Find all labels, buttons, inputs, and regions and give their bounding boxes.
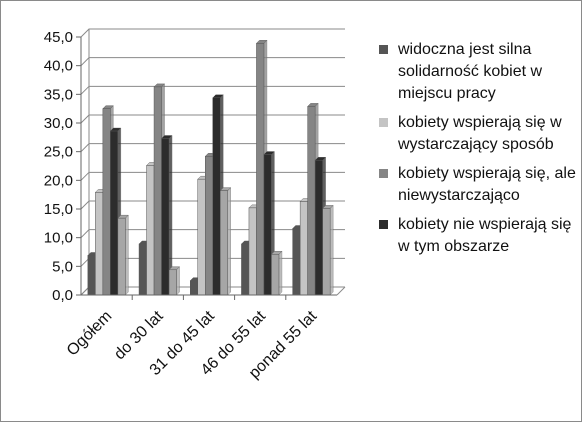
- bar: [87, 255, 96, 296]
- bar: [153, 86, 162, 296]
- bar-side: [329, 204, 334, 296]
- bar: [299, 201, 308, 296]
- bar: [248, 207, 257, 296]
- bar: [212, 97, 221, 296]
- bar: [197, 178, 206, 296]
- bar: [168, 269, 177, 296]
- bar-side: [227, 187, 231, 296]
- bar-side: [125, 214, 129, 296]
- y-tick-label: 25,0: [44, 144, 73, 161]
- legend: widoczna jest silna solidarność kobiet w…: [376, 39, 576, 265]
- y-tick-label: 5,0: [52, 258, 73, 275]
- gridline: [80, 85, 345, 95]
- gridline: [80, 28, 345, 38]
- bar: [102, 108, 111, 296]
- y-tick-label: 30,0: [44, 115, 73, 132]
- bar: [307, 106, 316, 296]
- legend-item: kobiety wspierają się w wystarczający sp…: [376, 112, 576, 156]
- bars: [87, 39, 334, 296]
- bar: [138, 243, 147, 296]
- bar: [117, 217, 126, 296]
- y-tick-label: 40,0: [44, 58, 73, 75]
- bar: [190, 280, 198, 296]
- bar: [322, 208, 331, 296]
- bar-side: [176, 266, 180, 296]
- legend-label: kobiety nie wspierają się w tym obszarze: [398, 216, 572, 255]
- bar: [271, 254, 280, 296]
- y-tick-label: 35,0: [44, 86, 73, 103]
- y-axis-ticks: 0,0 5,0 10,0 15,0 20,0 25,0 30,0 35,0 40,0 45,0: [44, 29, 82, 304]
- x-axis: [81, 286, 346, 300]
- y-tick-label: 20,0: [44, 172, 73, 189]
- y-tick-label: 10,0: [44, 230, 73, 247]
- bar-side: [278, 250, 283, 296]
- bar: [241, 243, 250, 296]
- bar: [110, 130, 119, 296]
- bar: [205, 156, 213, 296]
- bar: [256, 43, 265, 296]
- y-tick-label: 15,0: [44, 201, 73, 218]
- legend-label: kobiety wspierają się w wystarczający sp…: [398, 114, 562, 153]
- bar: [314, 160, 323, 296]
- bar: [220, 190, 228, 296]
- legend-item: kobiety nie wspierają się w tym obszarze: [376, 214, 576, 258]
- x-tick-label: Ogółem: [64, 308, 116, 360]
- y-tick-label: 45,0: [44, 29, 73, 46]
- legend-swatch: [379, 220, 388, 229]
- legend-swatch: [379, 45, 388, 54]
- bar: [161, 138, 170, 296]
- legend-swatch: [379, 169, 388, 178]
- legend-item: widoczna jest silna solidarność kobiet w…: [376, 39, 576, 105]
- legend-item: kobiety wspierają się, ale niewystarczaj…: [376, 163, 576, 207]
- bar: [146, 165, 155, 296]
- side-wall: [80, 29, 90, 296]
- legend-label: widoczna jest silna solidarność kobiet w…: [398, 41, 543, 102]
- gridline: [80, 57, 345, 67]
- legend-swatch: [379, 118, 388, 127]
- legend-label: kobiety wspierają się, ale niewystarczaj…: [398, 165, 576, 204]
- bar: [263, 154, 272, 296]
- y-tick-label: 0,0: [52, 287, 73, 304]
- floor-edge: [336, 286, 346, 296]
- bar: [292, 228, 301, 296]
- bar: [95, 192, 104, 296]
